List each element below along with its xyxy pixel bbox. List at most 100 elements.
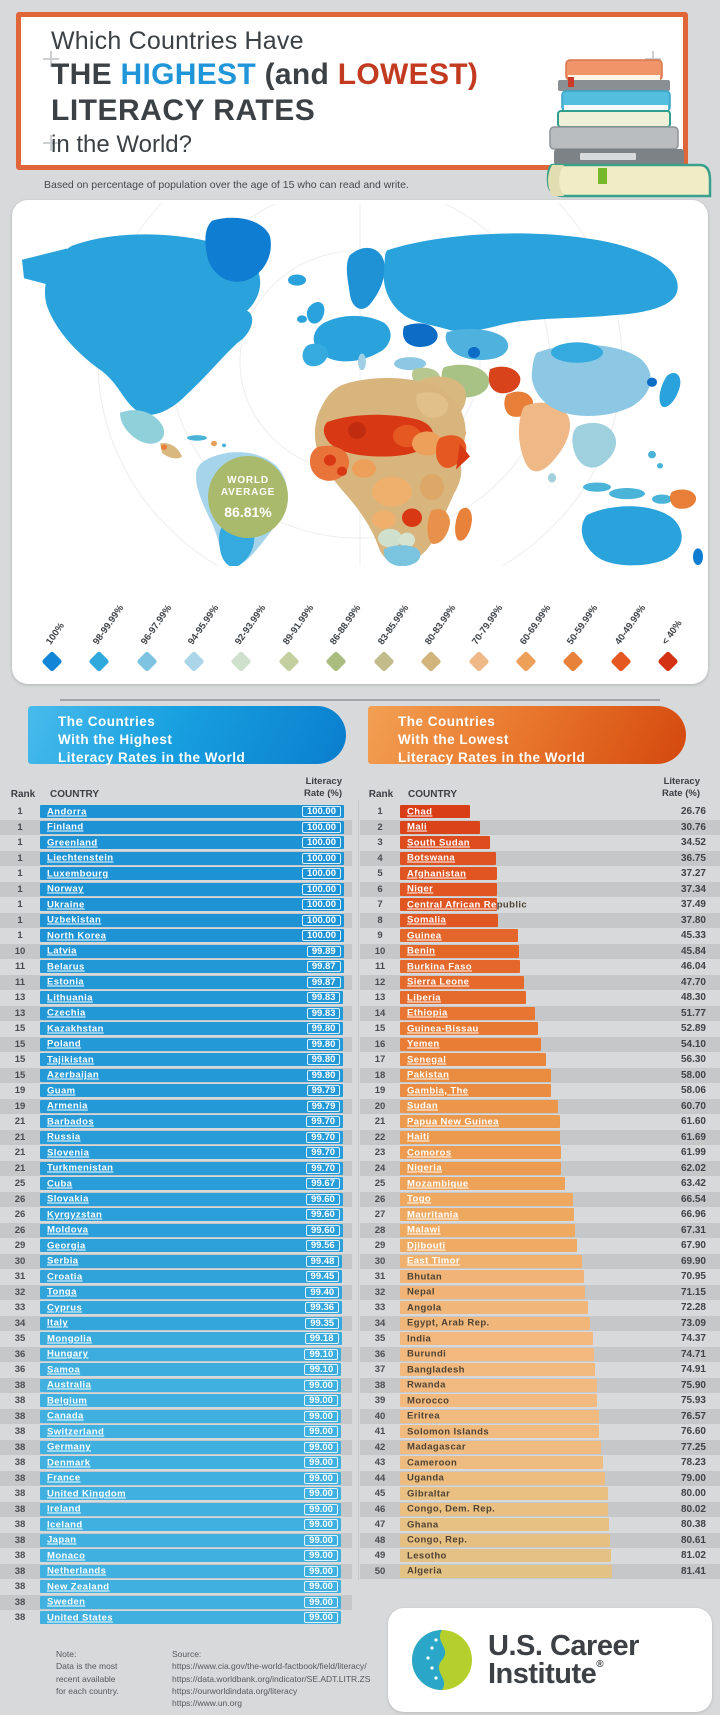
rate-value: 99.87 <box>306 976 341 988</box>
country-label: Comoros <box>407 1147 452 1159</box>
value-bar <box>400 1285 585 1299</box>
rate-value: 99.00 <box>304 1581 338 1593</box>
rank-cell: 13 <box>14 992 26 1004</box>
table-row: 3 South SudanSouth Sudan 34.52 <box>360 835 720 851</box>
bar-area: Lesotho <box>400 1549 660 1563</box>
country-label: Greenland <box>47 837 98 849</box>
value-bar: Ukraine 100.00 <box>40 898 344 912</box>
table-row: 28 MalawiMalawi 67.31 <box>360 1222 720 1238</box>
rate-value: 99.89 <box>306 945 341 957</box>
value-bar: Benin <box>400 944 520 958</box>
bar-area: SenegalSenegal <box>400 1053 660 1067</box>
bar-area: ChadChad <box>400 805 660 819</box>
rate-value: 99.48 <box>305 1255 340 1267</box>
rank-cell: 16 <box>374 1038 386 1050</box>
country-label: Netherlands <box>47 1565 107 1577</box>
bar-area: Burkina FasoBurkina Faso <box>400 960 660 974</box>
value-bar: United Kingdom 99.00 <box>40 1487 341 1501</box>
rate-value: 80.00 <box>680 1488 706 1500</box>
country-label: Sweden <box>47 1596 86 1608</box>
rate-value: 99.60 <box>306 1193 340 1205</box>
table-row: 5 AfghanistanAfghanistan 37.27 <box>360 866 720 882</box>
bar-area: Finland 100.00 <box>40 820 344 834</box>
table-row: 12 Sierra LeoneSierra Leone 47.70 <box>360 974 720 990</box>
legend-item: 96-97.99% <box>123 570 174 674</box>
rank-cell: 29 <box>14 1240 26 1252</box>
table-row: 29 DjiboutiDjibouti 67.90 <box>360 1238 720 1254</box>
legend-diamond <box>562 650 584 673</box>
rate-value: 99.60 <box>306 1209 340 1221</box>
rate-value: 99.70 <box>306 1131 341 1143</box>
table-row: 33 Cyprus 99.36 <box>0 1300 352 1316</box>
country-label: Finland <box>47 821 84 833</box>
rate-value: 99.18 <box>304 1333 339 1345</box>
value-bar: Pakistan <box>400 1068 551 1082</box>
value-bar: Ethiopia <box>400 1006 535 1020</box>
rate-value: 99.40 <box>305 1286 340 1298</box>
rank-cell: 50 <box>374 1565 386 1577</box>
table-row: 24 NigeriaNigeria 62.02 <box>360 1160 720 1176</box>
banner-line: The Countries <box>58 714 156 729</box>
bar-area: Latvia 99.89 <box>40 944 344 958</box>
rate-value: 99.80 <box>306 1038 341 1050</box>
table-row: 26 Moldova 99.60 <box>0 1222 352 1238</box>
country-label: Malawi <box>407 1224 441 1236</box>
bar-area: Moldova 99.60 <box>40 1223 344 1237</box>
rate-value: 80.02 <box>680 1503 706 1515</box>
rank-cell: 25 <box>374 1178 386 1190</box>
value-bar <box>400 1316 591 1330</box>
bar-area: Congo, Rep. <box>400 1533 660 1547</box>
source-url: https://ourworldindata.org/literacy <box>172 1685 298 1696</box>
value-bar: South Sudan <box>400 836 490 850</box>
rate-value: 69.90 <box>680 1255 706 1267</box>
table-row: 20 SudanSudan 60.70 <box>360 1098 720 1114</box>
country-label: Rwanda <box>407 1379 446 1391</box>
country-label: Serbia <box>47 1255 79 1267</box>
bar-area: Nepal <box>400 1285 660 1299</box>
country-label: Czechia <box>47 1007 86 1019</box>
crop-mark <box>43 51 59 67</box>
rate-value: 61.99 <box>680 1147 706 1159</box>
country-label: Yemen <box>407 1038 440 1050</box>
rate-value: 54.10 <box>680 1038 706 1050</box>
legend-item: 70-79.99% <box>455 570 506 674</box>
table-row: 35 Mongolia 99.18 <box>0 1331 352 1347</box>
rate-value: 99.45 <box>305 1271 340 1283</box>
country-label: Latvia <box>47 945 77 957</box>
rank-cell: 15 <box>14 1054 26 1066</box>
legend-item: 100% <box>28 570 75 674</box>
country-label: Croatia <box>47 1271 83 1283</box>
source-url: https://data.worldbank.org/indicator/SE.… <box>172 1673 371 1684</box>
country-label: United Kingdom <box>47 1488 126 1500</box>
rate-value: 100.00 <box>301 806 341 818</box>
table-row: 50 Algeria 81.41 <box>360 1563 720 1579</box>
value-bar: Japan 99.00 <box>40 1533 341 1547</box>
value-bar: Belgium 99.00 <box>40 1394 341 1408</box>
value-bar: Central African Republic <box>400 898 498 912</box>
value-bar <box>400 1347 595 1361</box>
bar-area: Greenland 100.00 <box>40 836 344 850</box>
rank-cell: 2 <box>377 821 383 833</box>
value-bar: Liberia <box>400 991 526 1005</box>
rate-value: 99.60 <box>306 1224 340 1236</box>
bar-area: North Korea 100.00 <box>40 929 344 943</box>
rate-value: 30.76 <box>680 821 706 833</box>
rank-cell: 27 <box>374 1209 386 1221</box>
bar-area: Tajikistan 99.80 <box>40 1053 344 1067</box>
bar-area: Poland 99.80 <box>40 1037 344 1051</box>
rate-value: 72.28 <box>680 1302 706 1314</box>
table-row: 30 Serbia 99.48 <box>0 1253 352 1269</box>
bar-area: Egypt, Arab Rep. <box>400 1316 660 1330</box>
legend-label: 86-88.99% <box>328 603 364 647</box>
rate-value: 45.84 <box>680 945 706 957</box>
table-row: 15 Kazakhstan 99.80 <box>0 1021 352 1037</box>
rate-value: 66.96 <box>680 1209 706 1221</box>
country-label: Estonia <box>47 976 85 988</box>
bar-area: Sweden 99.00 <box>40 1595 344 1609</box>
value-bar: Niger <box>400 882 498 896</box>
table-row: 9 GuineaGuinea 45.33 <box>360 928 720 944</box>
legend-item: 80-83.99% <box>407 570 458 674</box>
rank-cell: 11 <box>14 976 26 988</box>
table-row: 38 Ireland 99.00 <box>0 1501 352 1517</box>
rank-cell: 1 <box>17 821 23 833</box>
